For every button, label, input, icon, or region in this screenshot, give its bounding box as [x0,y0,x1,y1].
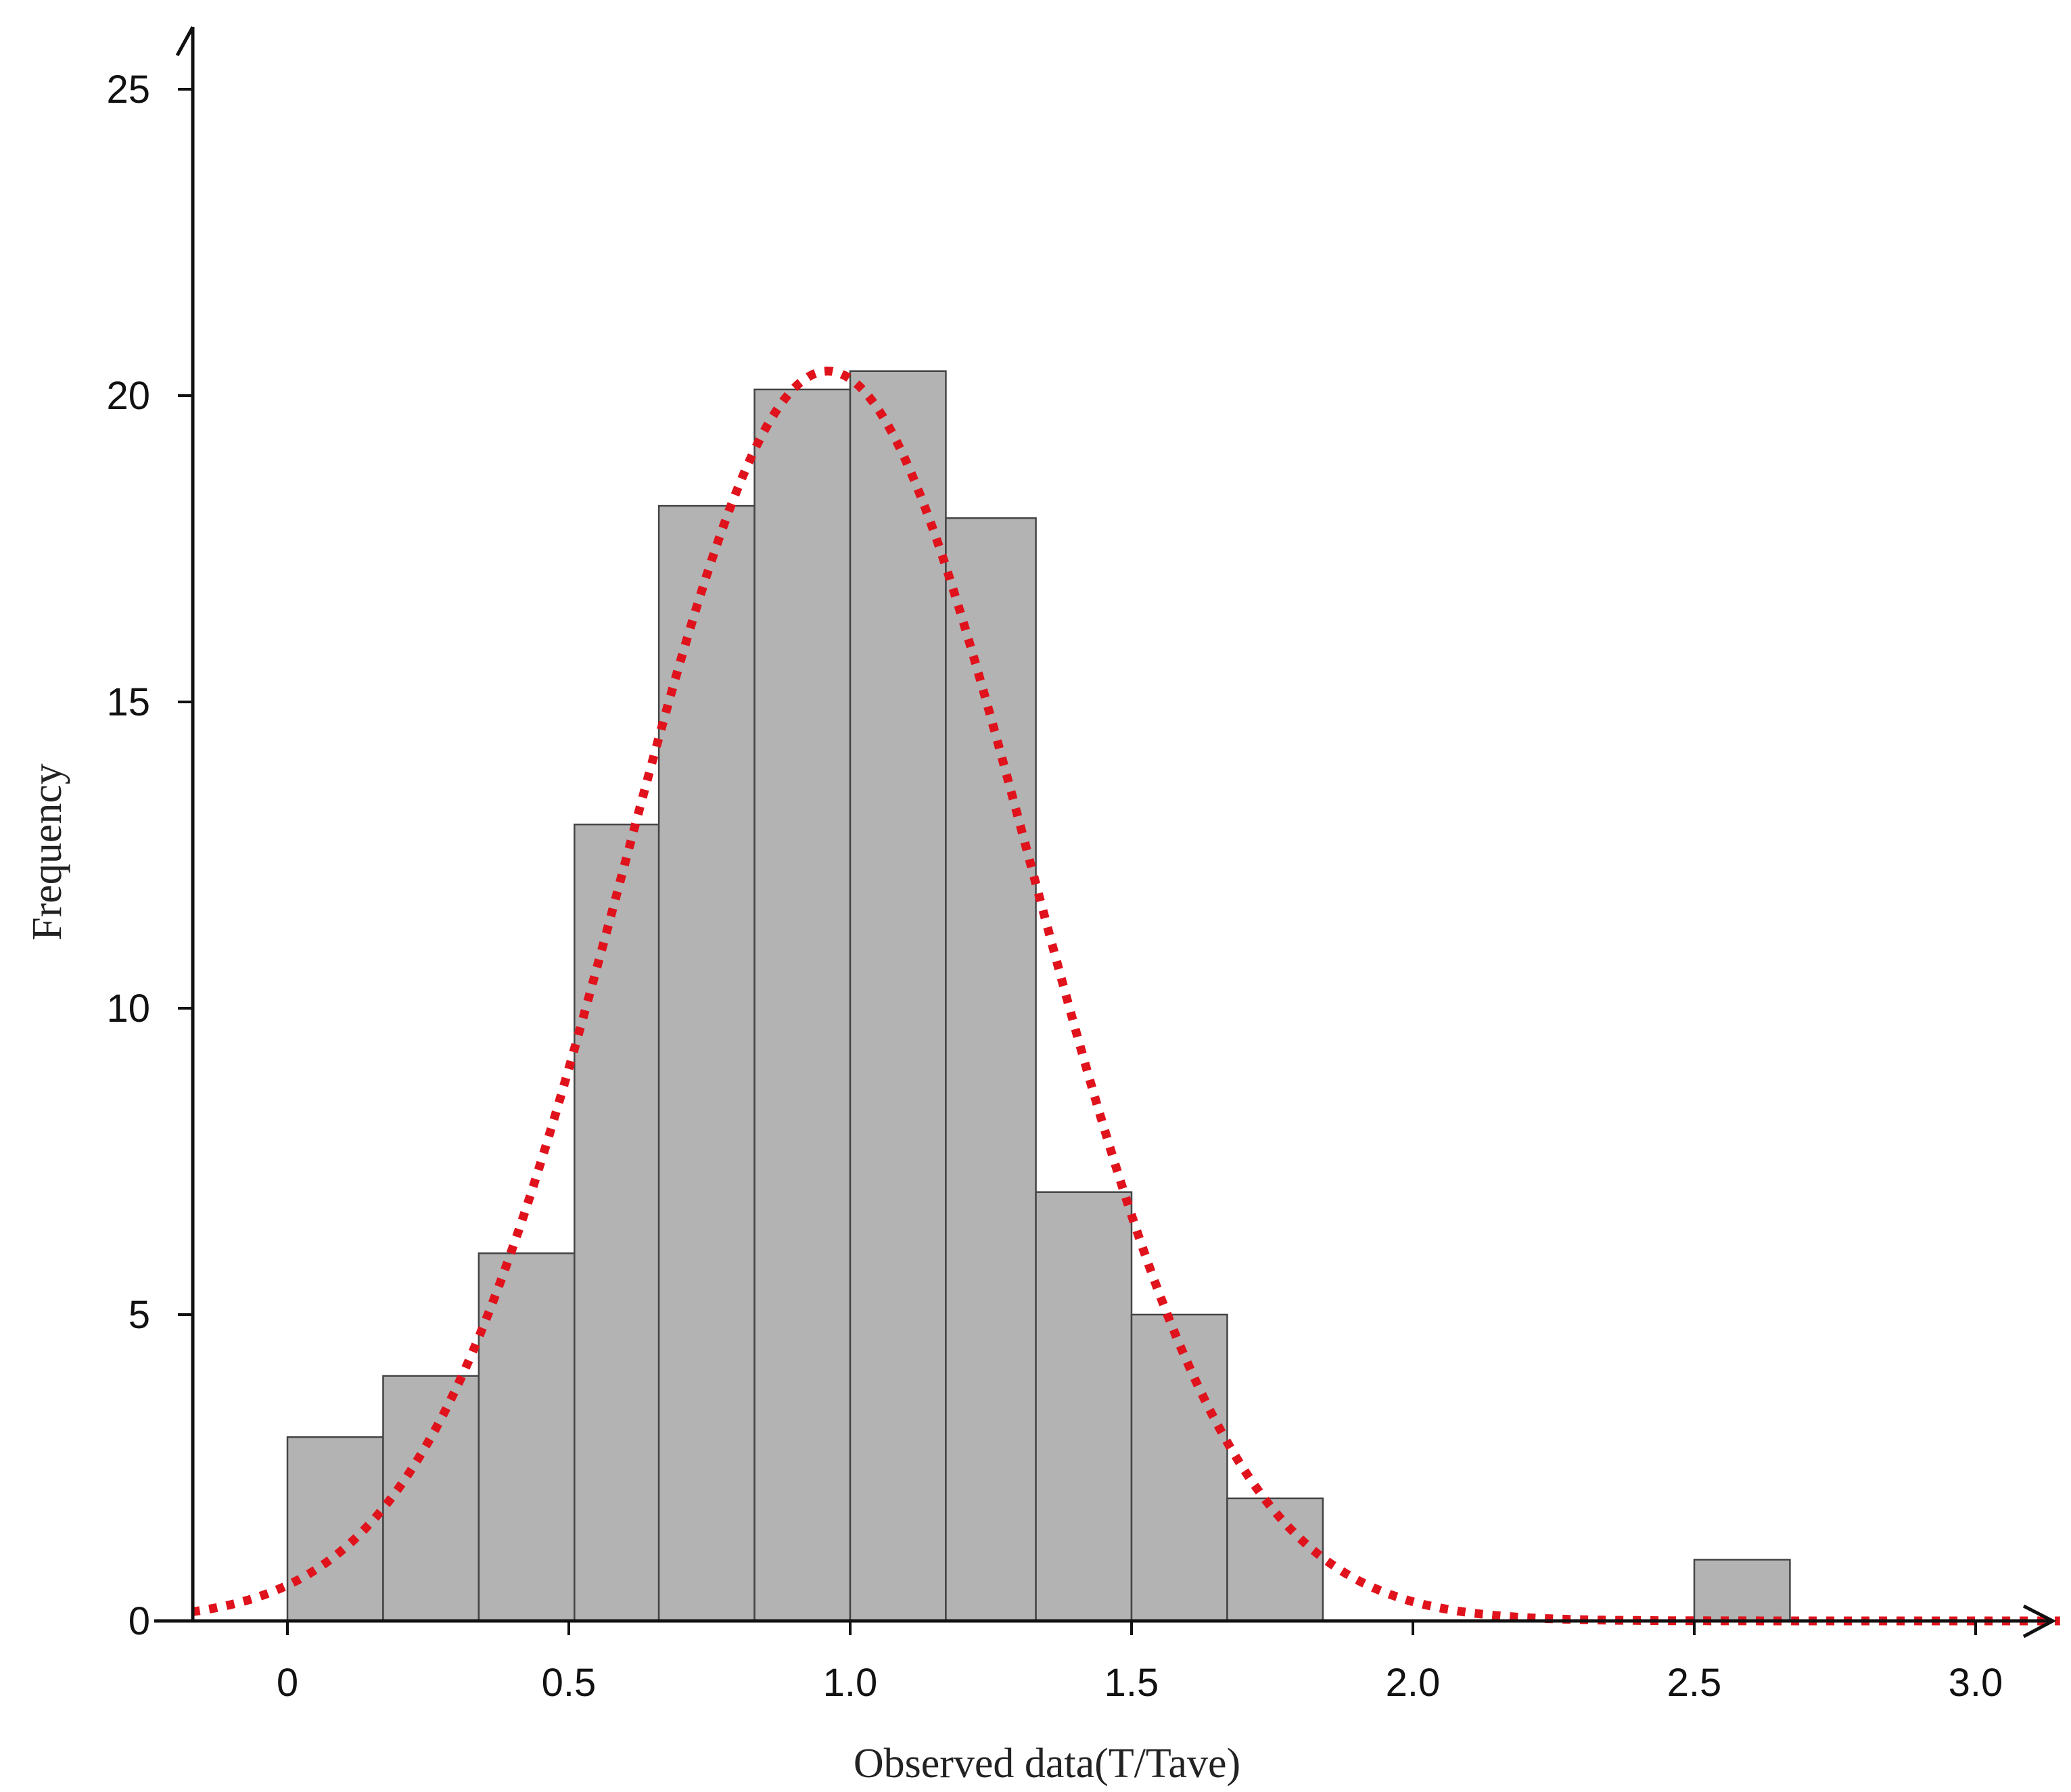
histogram-bar-11 [1693,1559,1791,1622]
histogram-bar-1 [382,1375,480,1622]
y-axis-title: Frequency [24,763,70,941]
histogram-bar-2 [478,1252,576,1622]
histogram-bar-5 [753,388,852,1622]
x-tick-label-3: 1.5 [1104,1661,1159,1705]
histogram-bar-10 [1226,1497,1324,1622]
y-axis-arrow [175,26,195,57]
x-axis-arrow [2022,1604,2057,1638]
x-tick-label-6: 3.0 [1949,1661,2003,1705]
y-tick-label-4: 20 [106,374,150,418]
histogram-bar-6 [849,370,947,1622]
x-tick-label-0: 0 [277,1661,298,1705]
y-tick-label-2: 10 [106,987,150,1031]
x-ticks-group: 0 0.5 1.0 1.5 2.0 2.5 3.0 [277,1621,2003,1705]
histogram-bar-7 [945,517,1037,1622]
histogram-bar-9 [1130,1313,1228,1622]
y-tick-label-0: 0 [129,1599,150,1643]
x-tick-label-1: 0.5 [542,1661,597,1705]
bars-group [286,370,1791,1622]
x-tick-label-5: 2.5 [1667,1661,1722,1705]
fit-curve [191,367,2060,1626]
x-axis-title: Observed data(T/Tave) [854,1741,1240,1787]
y-tick-label-5: 25 [106,68,150,112]
x-tick-label-4: 2.0 [1386,1661,1441,1705]
y-ticks-group: 0 5 10 15 20 25 [106,68,193,1643]
histogram-bar-8 [1035,1191,1133,1622]
y-tick-label-1: 5 [129,1293,150,1337]
y-tick-label-3: 15 [106,680,150,724]
axes-group [154,26,2057,1638]
histogram-bar-3 [574,823,660,1622]
x-tick-label-2: 1.0 [823,1661,878,1705]
